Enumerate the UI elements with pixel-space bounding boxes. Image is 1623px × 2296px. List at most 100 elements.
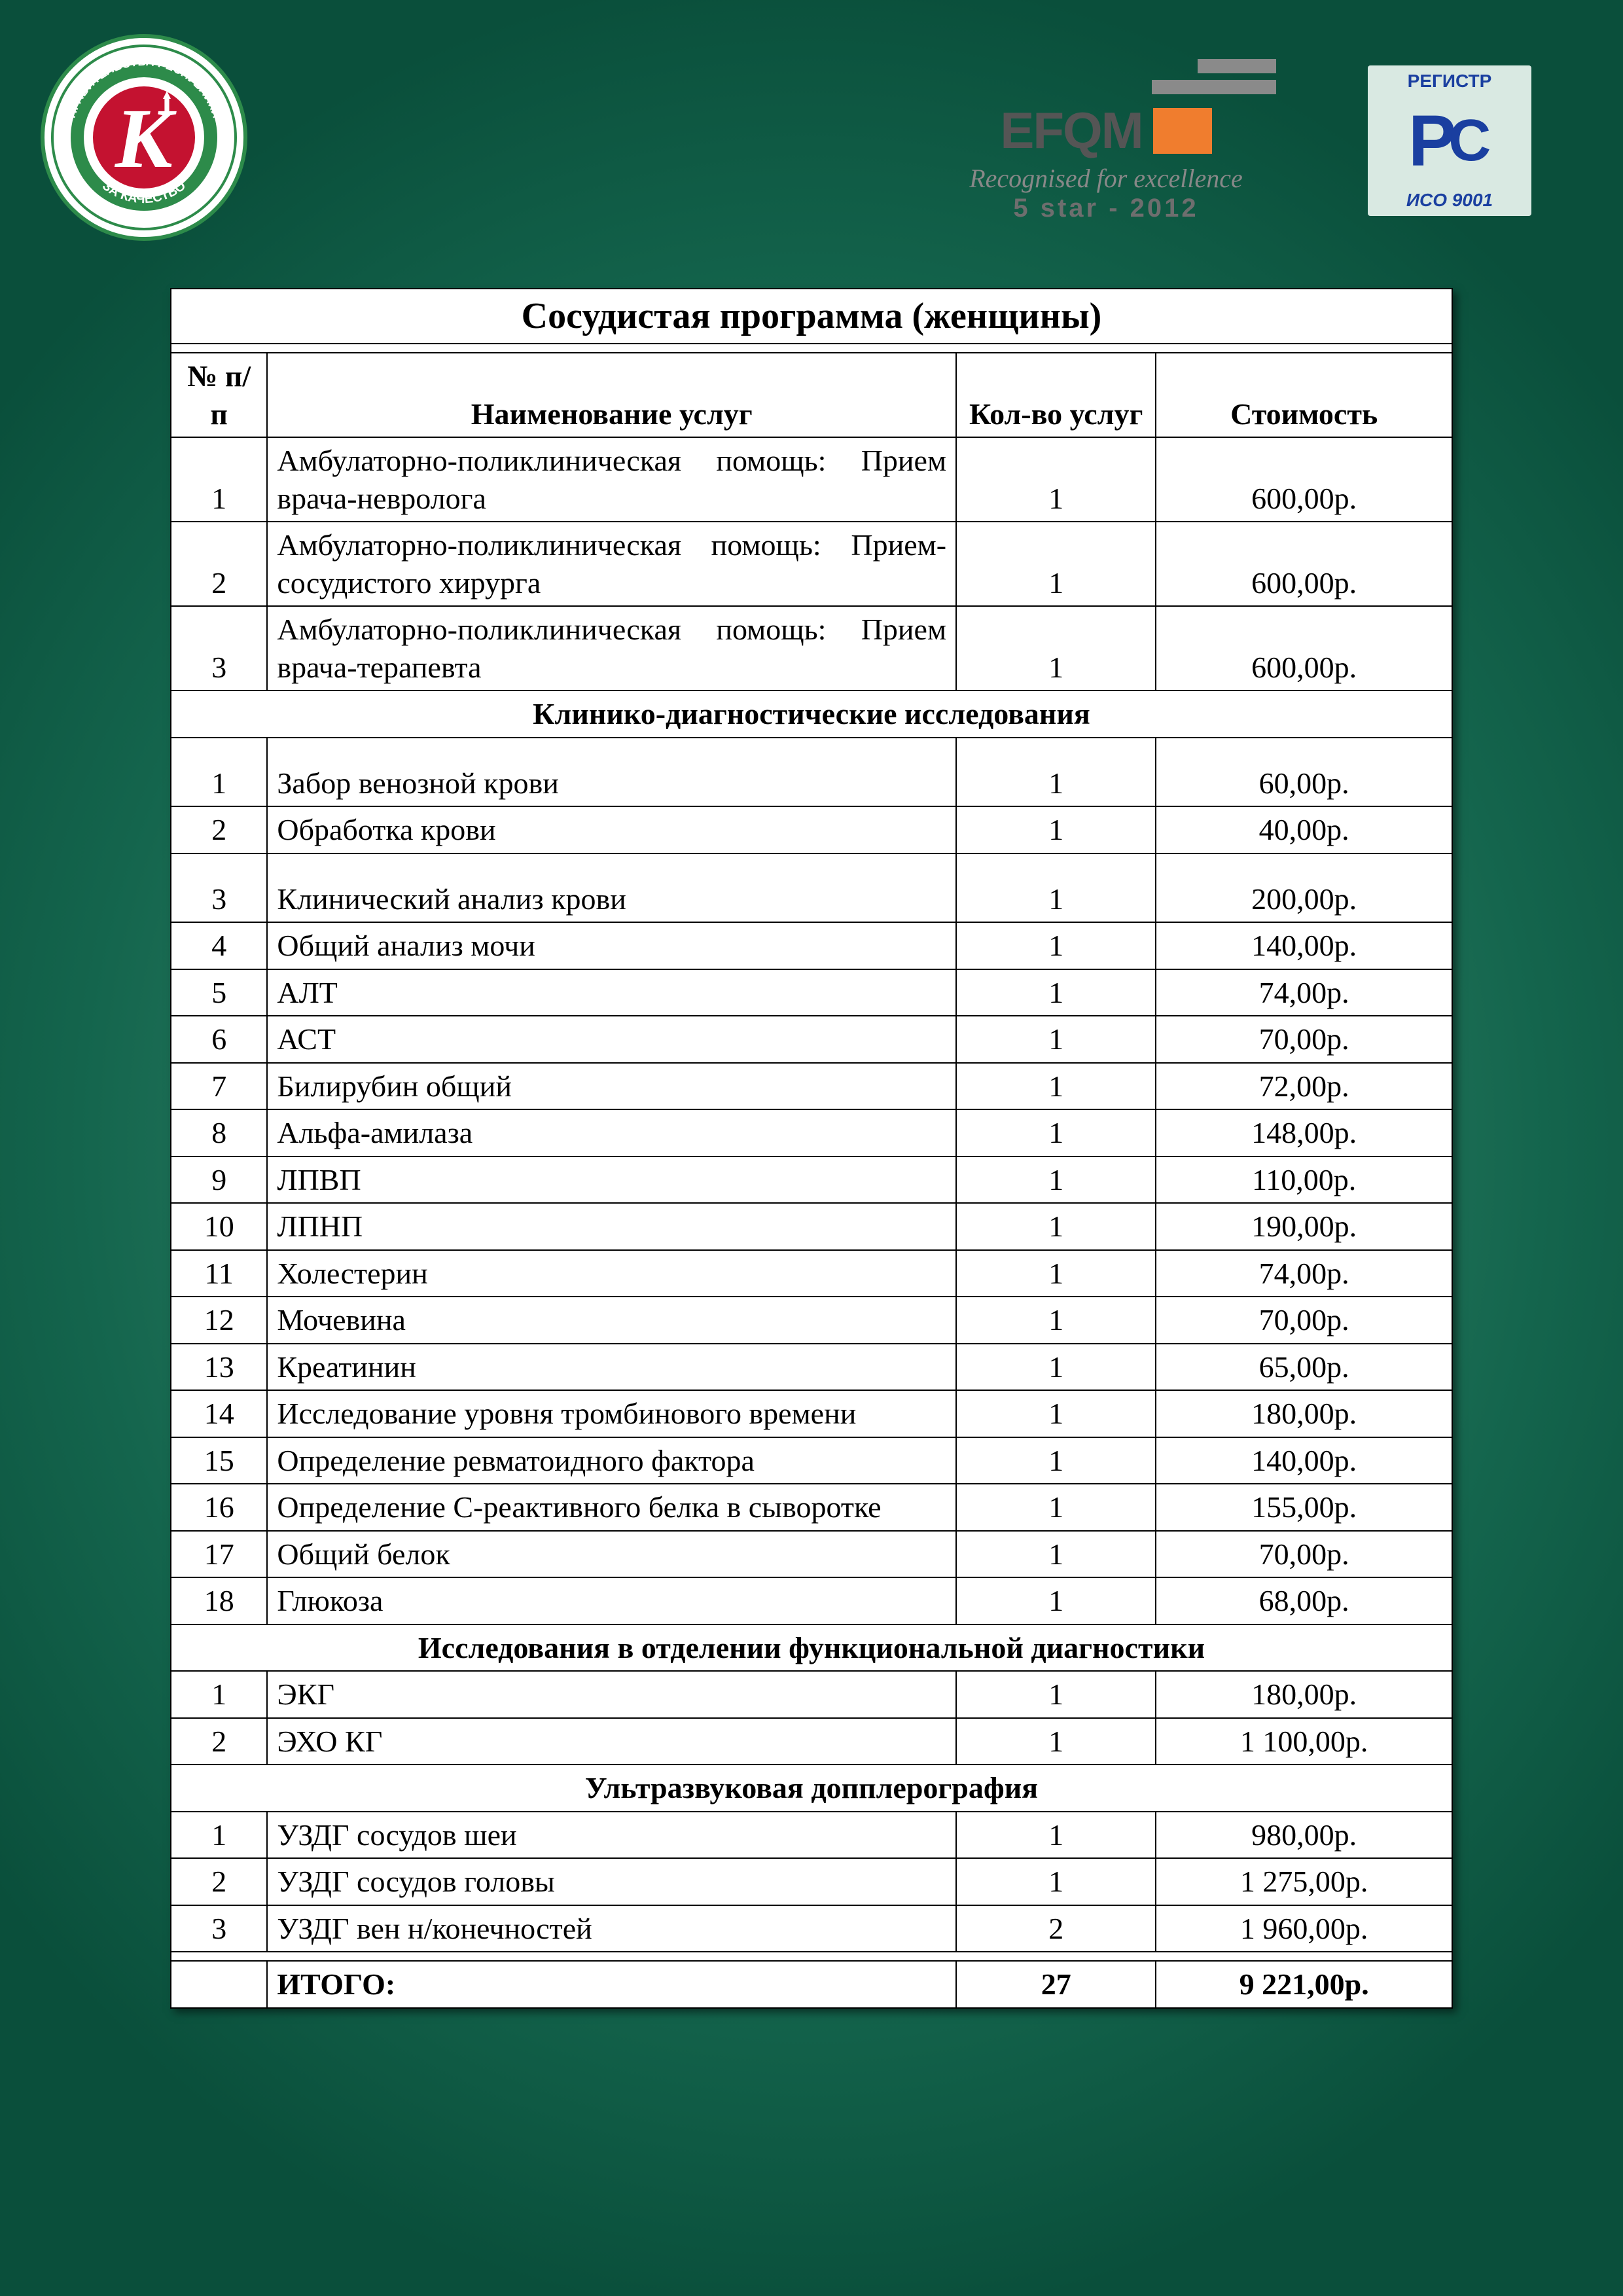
row-num: 10: [171, 1203, 267, 1250]
row-qty: 1: [956, 1297, 1156, 1344]
row-num: 15: [171, 1437, 267, 1484]
row-name: Амбулаторно-поликлиническая помощь: Прие…: [267, 606, 956, 691]
row-qty: 1: [956, 969, 1156, 1016]
row-qty: 1: [956, 1063, 1156, 1110]
col-header-name: Наименование услуг: [267, 353, 956, 437]
row-num: 13: [171, 1344, 267, 1391]
row-name: АЛТ: [267, 969, 956, 1016]
row-name: ЭХО КГ: [267, 1718, 956, 1765]
row-price: 155,00р.: [1156, 1484, 1452, 1531]
row-price: 140,00р.: [1156, 1437, 1452, 1484]
row-price: 65,00р.: [1156, 1344, 1452, 1391]
row-qty: 1: [956, 922, 1156, 969]
row-num: 16: [171, 1484, 267, 1531]
row-qty: 1: [956, 1718, 1156, 1765]
row-name: ЛПВП: [267, 1157, 956, 1204]
row-name: Забор венозной крови: [267, 738, 956, 807]
row-num: 1: [171, 437, 267, 522]
row-price: 70,00р.: [1156, 1016, 1452, 1063]
iso-bottom-text: ИСО 9001: [1406, 190, 1493, 211]
col-header-qty: Кол-во услуг: [956, 353, 1156, 437]
row-price: 1 960,00р.: [1156, 1905, 1452, 1952]
row-num: 2: [171, 522, 267, 606]
row-qty: 1: [956, 738, 1156, 807]
col-header-num: № п/п: [171, 353, 267, 437]
row-price: 72,00р.: [1156, 1063, 1452, 1110]
total-label: ИТОГО:: [267, 1961, 956, 2008]
row-num: 7: [171, 1063, 267, 1110]
row-qty: 1: [956, 1437, 1156, 1484]
row-qty: 1: [956, 606, 1156, 691]
row-name: Мочевина: [267, 1297, 956, 1344]
row-price: 70,00р.: [1156, 1531, 1452, 1578]
efqm-stars-text: 5 star - 2012: [910, 194, 1302, 223]
row-price: 600,00р.: [1156, 606, 1452, 691]
row-name: Креатинин: [267, 1344, 956, 1391]
price-table-panel: Сосудистая программа (женщины)№ п/пНаиме…: [170, 288, 1453, 2009]
row-num: 2: [171, 1858, 267, 1905]
row-num: 1: [171, 1671, 267, 1718]
row-price: 74,00р.: [1156, 969, 1452, 1016]
row-name: Общий анализ мочи: [267, 922, 956, 969]
row-name: Альфа-амилаза: [267, 1109, 956, 1157]
row-qty: 1: [956, 1812, 1156, 1859]
row-qty: 1: [956, 1484, 1156, 1531]
section-heading: Ультразвуковая допплерография: [171, 1765, 1452, 1812]
spacer: [171, 344, 1452, 353]
row-name: ЛПНП: [267, 1203, 956, 1250]
row-name: Определение С-реактивного белка в сыворо…: [267, 1484, 956, 1531]
row-price: 60,00р.: [1156, 738, 1452, 807]
row-qty: 1: [956, 1109, 1156, 1157]
row-num: 1: [171, 738, 267, 807]
row-qty: 2: [956, 1905, 1156, 1952]
row-price: 180,00р.: [1156, 1671, 1452, 1718]
row-name: Обработка крови: [267, 806, 956, 853]
row-num: 11: [171, 1250, 267, 1297]
row-name: Исследование уровня тромбинового времени: [267, 1390, 956, 1437]
row-num: 1: [171, 1812, 267, 1859]
row-name: АСТ: [267, 1016, 956, 1063]
efqm-logo: EFQM Recognised for excellence 5 star - …: [910, 59, 1302, 223]
row-price: 600,00р.: [1156, 437, 1452, 522]
total-price: 9 221,00р.: [1156, 1961, 1452, 2008]
row-name: Билирубин общий: [267, 1063, 956, 1110]
row-price: 70,00р.: [1156, 1297, 1452, 1344]
header-logos: К ПРАВИТЕЛЬСТВА РЕСПУБЛИКИ ЗА КАЧЕСТВО E…: [0, 26, 1623, 249]
row-num: 17: [171, 1531, 267, 1578]
row-price: 68,00р.: [1156, 1577, 1452, 1624]
row-num: 12: [171, 1297, 267, 1344]
row-name: Общий белок: [267, 1531, 956, 1578]
row-qty: 1: [956, 1858, 1156, 1905]
efqm-brand-text: EFQM: [1000, 101, 1142, 160]
row-name: Определение ревматоидного фактора: [267, 1437, 956, 1484]
row-num: 2: [171, 806, 267, 853]
row-num: 4: [171, 922, 267, 969]
row-price: 148,00р.: [1156, 1109, 1452, 1157]
row-price: 980,00р.: [1156, 1812, 1452, 1859]
row-price: 190,00р.: [1156, 1203, 1452, 1250]
row-qty: 1: [956, 1250, 1156, 1297]
row-price: 1 100,00р.: [1156, 1718, 1452, 1765]
row-qty: 1: [956, 1344, 1156, 1391]
row-num: 2: [171, 1718, 267, 1765]
row-name: Амбулаторно-поликлиническая помощь: Прие…: [267, 437, 956, 522]
row-num: 9: [171, 1157, 267, 1204]
row-name: УЗДГ сосудов шеи: [267, 1812, 956, 1859]
row-price: 600,00р.: [1156, 522, 1452, 606]
row-num: 5: [171, 969, 267, 1016]
row-qty: 1: [956, 806, 1156, 853]
spacer: [171, 1952, 1452, 1961]
row-num: 3: [171, 853, 267, 923]
row-qty: 1: [956, 1203, 1156, 1250]
efqm-square-icon: [1153, 108, 1212, 154]
row-name: Глюкоза: [267, 1577, 956, 1624]
row-num: 18: [171, 1577, 267, 1624]
total-qty: 27: [956, 1961, 1156, 2008]
row-qty: 1: [956, 522, 1156, 606]
row-price: 180,00р.: [1156, 1390, 1452, 1437]
row-qty: 1: [956, 437, 1156, 522]
row-name: ЭКГ: [267, 1671, 956, 1718]
row-price: 74,00р.: [1156, 1250, 1452, 1297]
iso-register-logo: РЕГИСТР РС ИСО 9001: [1368, 65, 1531, 216]
row-qty: 1: [956, 1390, 1156, 1437]
